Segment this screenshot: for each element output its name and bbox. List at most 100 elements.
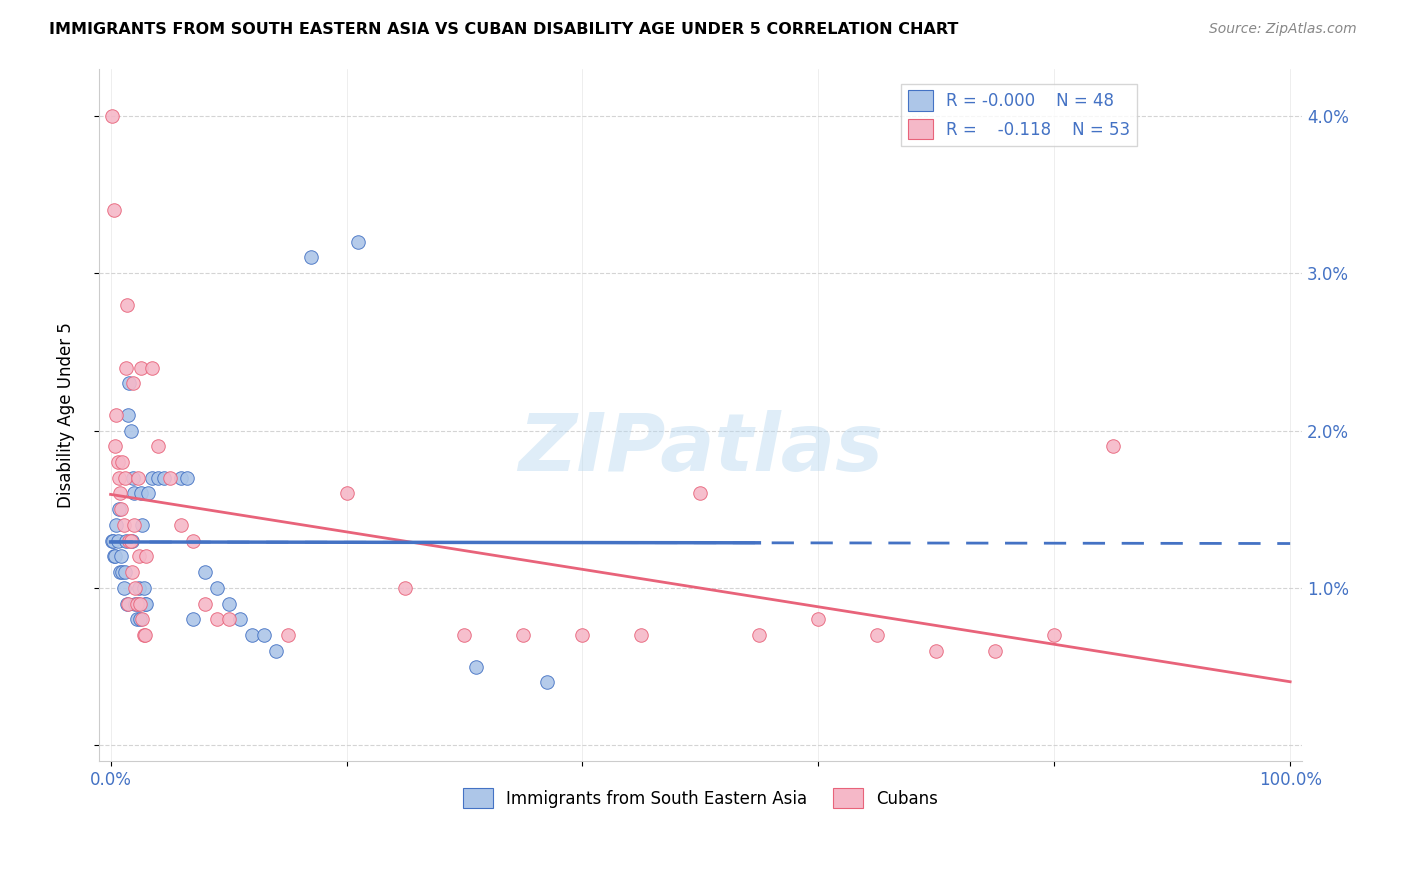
- Point: [453, 628, 475, 642]
- Point: [108, 565, 131, 579]
- Point: [134, 597, 156, 611]
- Point: [146, 439, 169, 453]
- Point: [101, 533, 124, 548]
- Point: [512, 628, 534, 642]
- Point: [125, 597, 148, 611]
- Point: [103, 203, 125, 218]
- Point: [117, 597, 139, 611]
- Point: [571, 628, 593, 642]
- Point: [689, 486, 711, 500]
- Point: [105, 408, 128, 422]
- Point: [124, 597, 146, 611]
- Point: [181, 533, 204, 548]
- Point: [129, 360, 152, 375]
- Point: [925, 644, 948, 658]
- Point: [108, 471, 131, 485]
- Point: [112, 518, 135, 533]
- Point: [117, 408, 139, 422]
- Point: [194, 565, 217, 579]
- Point: [110, 502, 132, 516]
- Point: [229, 612, 252, 626]
- Point: [335, 486, 357, 500]
- Point: [159, 471, 181, 485]
- Point: [115, 298, 138, 312]
- Point: [120, 533, 142, 548]
- Text: ZIPatlas: ZIPatlas: [517, 410, 883, 489]
- Point: [104, 549, 127, 564]
- Point: [170, 471, 193, 485]
- Point: [104, 439, 127, 453]
- Point: [218, 597, 240, 611]
- Point: [118, 533, 141, 548]
- Point: [299, 251, 322, 265]
- Point: [114, 471, 136, 485]
- Point: [107, 455, 129, 469]
- Point: [129, 486, 152, 500]
- Point: [146, 471, 169, 485]
- Point: [1102, 439, 1125, 453]
- Point: [141, 471, 163, 485]
- Point: [465, 659, 488, 673]
- Legend: Immigrants from South Eastern Asia, Cubans: Immigrants from South Eastern Asia, Cuba…: [457, 781, 945, 815]
- Point: [124, 581, 146, 595]
- Text: Source: ZipAtlas.com: Source: ZipAtlas.com: [1209, 22, 1357, 37]
- Point: [112, 581, 135, 595]
- Point: [115, 597, 138, 611]
- Point: [122, 486, 145, 500]
- Point: [121, 533, 143, 548]
- Point: [134, 628, 156, 642]
- Point: [536, 675, 558, 690]
- Point: [114, 565, 136, 579]
- Point: [110, 549, 132, 564]
- Point: [115, 533, 138, 548]
- Point: [176, 471, 198, 485]
- Point: [205, 581, 228, 595]
- Point: [125, 612, 148, 626]
- Point: [120, 424, 142, 438]
- Point: [100, 533, 122, 548]
- Point: [118, 376, 141, 391]
- Point: [129, 612, 152, 626]
- Point: [264, 644, 287, 658]
- Point: [135, 549, 157, 564]
- Point: [129, 597, 152, 611]
- Text: IMMIGRANTS FROM SOUTH EASTERN ASIA VS CUBAN DISABILITY AGE UNDER 5 CORRELATION C: IMMIGRANTS FROM SOUTH EASTERN ASIA VS CU…: [49, 22, 959, 37]
- Point: [194, 597, 217, 611]
- Point: [141, 360, 163, 375]
- Point: [105, 518, 128, 533]
- Point: [1043, 628, 1066, 642]
- Point: [127, 471, 149, 485]
- Point: [170, 518, 193, 533]
- Point: [127, 597, 149, 611]
- Point: [218, 612, 240, 626]
- Point: [984, 644, 1007, 658]
- Point: [132, 581, 155, 595]
- Point: [100, 109, 122, 123]
- Point: [630, 628, 652, 642]
- Point: [807, 612, 830, 626]
- Point: [122, 518, 145, 533]
- Point: [108, 486, 131, 500]
- Point: [122, 376, 145, 391]
- Point: [138, 486, 160, 500]
- Point: [131, 518, 153, 533]
- Point: [111, 455, 134, 469]
- Point: [103, 549, 125, 564]
- Y-axis label: Disability Age Under 5: Disability Age Under 5: [58, 322, 75, 508]
- Point: [128, 581, 150, 595]
- Point: [152, 471, 174, 485]
- Point: [135, 597, 157, 611]
- Point: [253, 628, 276, 642]
- Point: [115, 360, 138, 375]
- Point: [866, 628, 889, 642]
- Point: [128, 549, 150, 564]
- Point: [107, 533, 129, 548]
- Point: [108, 502, 131, 516]
- Point: [122, 471, 145, 485]
- Point: [121, 565, 143, 579]
- Point: [111, 565, 134, 579]
- Point: [205, 612, 228, 626]
- Point: [131, 612, 153, 626]
- Point: [181, 612, 204, 626]
- Point: [748, 628, 770, 642]
